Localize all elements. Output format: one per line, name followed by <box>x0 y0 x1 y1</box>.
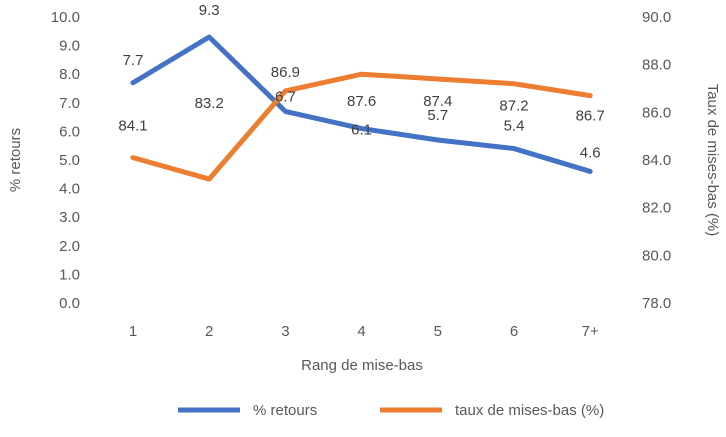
right-axis-ticks: 78.0 80.0 82.0 84.0 86.0 88.0 90.0 <box>642 9 671 312</box>
y-tick-label: 6.0 <box>59 123 80 140</box>
series-lines <box>130 34 593 182</box>
x-tick-label: 3 <box>281 323 289 340</box>
y-tick-label: 10.0 <box>51 9 80 26</box>
data-label: 6.7 <box>275 88 296 105</box>
y-tick-label: 5.0 <box>59 152 80 169</box>
data-label: 7.7 <box>123 52 144 69</box>
data-label: 5.7 <box>427 107 448 124</box>
data-labels: 7.7 9.3 6.7 6.1 5.7 5.4 4.6 84.1 83.2 86.9 87.6 87.… <box>118 2 604 161</box>
y-tick-label: 1.0 <box>59 266 80 283</box>
y-tick-label: 8.0 <box>59 66 80 83</box>
data-label: 4.6 <box>580 144 601 161</box>
x-axis-ticks: 1 2 3 4 5 6 7+ <box>129 323 599 340</box>
y2-tick-label: 90.0 <box>642 9 671 26</box>
y-axis-title: % retours <box>7 128 24 192</box>
y2-tick-label: 78.0 <box>642 295 671 312</box>
data-label: 84.1 <box>118 118 147 135</box>
x-tick-label: 6 <box>510 323 518 340</box>
x-tick-label: 4 <box>357 323 365 340</box>
series-line-retours <box>130 34 593 174</box>
y-tick-label: 4.0 <box>59 181 80 198</box>
legend-label-retours: % retours <box>253 402 317 419</box>
x-tick-label: 2 <box>205 323 213 340</box>
data-label: 86.9 <box>271 64 300 81</box>
x-tick-label: 1 <box>129 323 137 340</box>
x-tick-label: 5 <box>434 323 442 340</box>
y2-axis-title: Taux de mises-bas (%) <box>704 84 721 237</box>
y-tick-label: 7.0 <box>59 95 80 112</box>
data-label: 87.4 <box>423 93 452 110</box>
y-tick-label: 0.0 <box>59 295 80 312</box>
x-axis-title: Rang de mise-bas <box>301 357 423 374</box>
y2-tick-label: 80.0 <box>642 247 671 264</box>
data-label: 87.6 <box>347 93 376 110</box>
y-tick-label: 3.0 <box>59 209 80 226</box>
legend-label-taux: taux de mises-bas (%) <box>455 402 604 419</box>
y2-tick-label: 84.0 <box>642 152 671 169</box>
data-label: 6.1 <box>351 122 372 139</box>
series-line-taux <box>130 71 593 182</box>
y2-tick-label: 88.0 <box>642 57 671 74</box>
data-label: 83.2 <box>195 95 224 112</box>
x-tick-label: 7+ <box>582 323 599 340</box>
legend: % retours taux de mises-bas (%) <box>178 402 604 419</box>
y-tick-label: 9.0 <box>59 38 80 55</box>
data-label: 86.7 <box>576 108 605 125</box>
data-label: 9.3 <box>199 2 220 19</box>
left-axis-ticks: 0.0 1.0 2.0 3.0 4.0 5.0 6.0 7.0 8.0 9.0 10.0 <box>51 9 80 312</box>
y-tick-label: 2.0 <box>59 238 80 255</box>
y2-tick-label: 82.0 <box>642 200 671 217</box>
y2-tick-label: 86.0 <box>642 104 671 121</box>
data-label: 5.4 <box>504 118 525 135</box>
data-label: 87.2 <box>499 98 528 115</box>
